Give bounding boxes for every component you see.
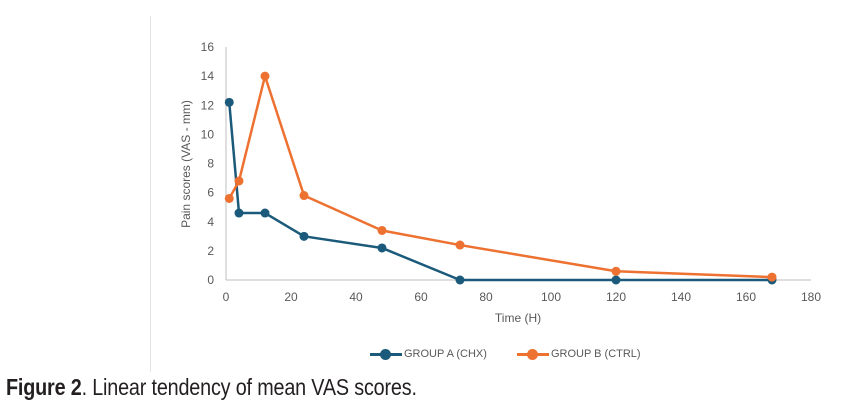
- figure-caption-label: Figure 2: [6, 374, 82, 400]
- x-tick-label: 20: [284, 290, 298, 304]
- x-tick-label: 180: [801, 290, 821, 304]
- y-tick-label: 4: [207, 215, 214, 229]
- data-point-group-a: [611, 275, 621, 285]
- y-tick-label: 16: [201, 40, 215, 54]
- figure-caption-text: . Linear tendency of mean VAS scores.: [81, 374, 417, 400]
- legend-swatch-group-b: [516, 349, 549, 360]
- x-tick-label: 160: [736, 290, 756, 304]
- x-tick-label: 0: [223, 290, 230, 304]
- x-tick-label: 60: [414, 290, 428, 304]
- chart-legend: GROUP A (CHX) GROUP B (CTRL): [370, 348, 641, 360]
- data-point-group-b: [260, 71, 270, 81]
- series-line-group-a: [228, 102, 772, 282]
- y-tick-label: 12: [201, 98, 215, 112]
- figure-caption: Figure 2. Linear tendency of mean VAS sc…: [6, 374, 417, 401]
- data-point-group-b: [224, 193, 234, 203]
- data-point-group-b: [767, 272, 777, 282]
- x-tick-label: 40: [349, 290, 363, 304]
- x-tick-label: 140: [671, 290, 691, 304]
- y-tick-label: 10: [201, 127, 215, 141]
- y-axis-label: Pain scores (VAS - mm): [179, 100, 193, 228]
- y-tick-label: 6: [207, 186, 214, 200]
- data-point-group-b: [455, 240, 465, 250]
- data-point-group-a: [455, 275, 465, 285]
- legend-label-group-a: GROUP A (CHX): [404, 348, 487, 360]
- data-point-group-b: [234, 176, 244, 186]
- legend-label-group-b: GROUP B (CTRL): [550, 348, 641, 360]
- data-point-group-b: [611, 266, 621, 276]
- data-point-group-a: [260, 208, 270, 218]
- data-point-group-a: [377, 243, 387, 253]
- chart-frame-left-border: [150, 16, 151, 372]
- x-tick-label: 100: [541, 290, 561, 304]
- series-line-group-b: [228, 74, 773, 279]
- y-tick-label: 2: [207, 244, 214, 258]
- data-point-group-a: [234, 208, 244, 218]
- x-tick-label: 120: [606, 290, 626, 304]
- legend-item-group-a: GROUP A (CHX): [370, 348, 487, 360]
- y-tick-label: 8: [207, 157, 214, 171]
- y-tick-label: 14: [201, 69, 215, 83]
- y-tick-label: 0: [207, 273, 214, 287]
- x-tick-label: 80: [479, 290, 493, 304]
- data-point-group-a: [224, 97, 234, 107]
- series-layer: [224, 71, 777, 285]
- data-point-group-b: [377, 225, 387, 235]
- data-point-group-a: [299, 231, 309, 241]
- data-point-group-b: [299, 191, 309, 201]
- x-axis-label: Time (H): [495, 311, 541, 325]
- legend-item-group-b: GROUP B (CTRL): [516, 348, 641, 360]
- legend-swatch-group-a: [370, 349, 402, 360]
- axes: 0 20 40 60 80 100 120 140 160 180 0 2 4 6 8 10 12 14 16: [201, 40, 822, 304]
